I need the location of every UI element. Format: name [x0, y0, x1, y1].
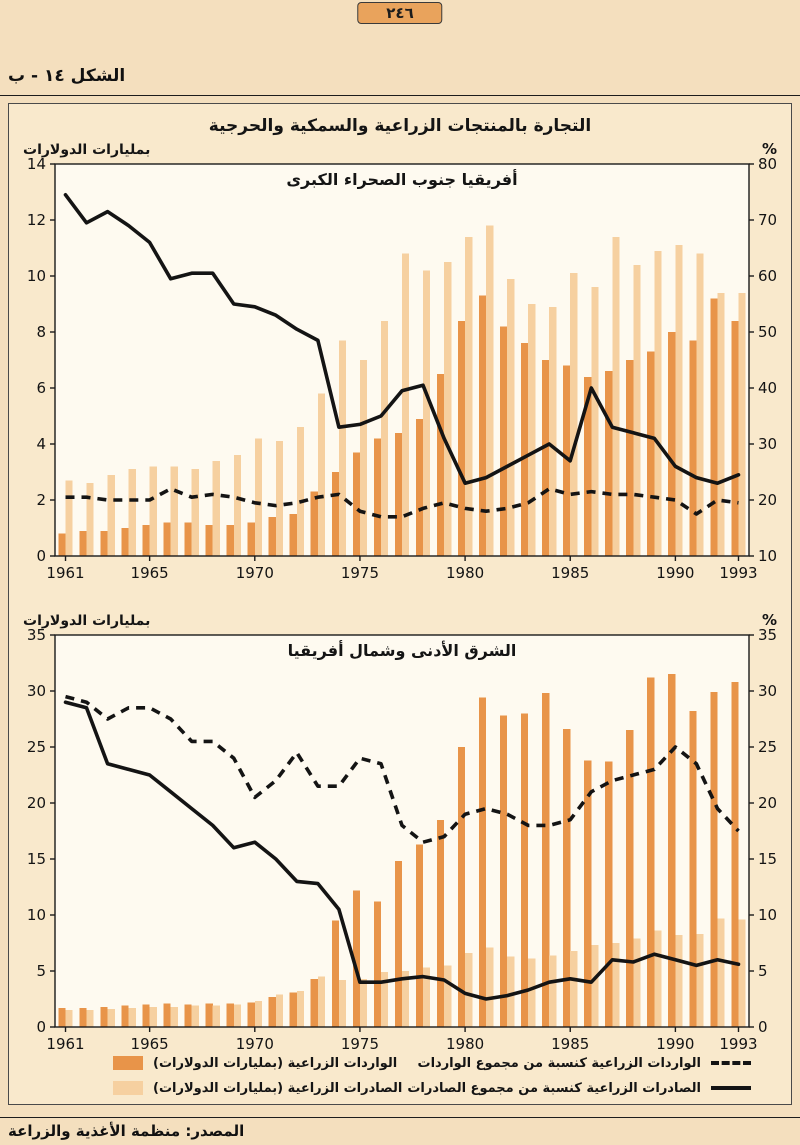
chart-sub-saharan-africa: 0 2 4 6 8 10 12 14 10 20 30 40 50 60 70 80 1961 1965 1970 1… — [23, 140, 777, 582]
legend-lines-column: الواردات الزراعية كنسبة من مجموع الواردا… — [400, 1054, 791, 1104]
top-rule — [0, 95, 800, 96]
x-axis-tick-label: 1965 — [131, 564, 169, 582]
x-axis-tick-label: 1985 — [551, 1035, 589, 1053]
right-axis-tick-label: 30 — [758, 435, 777, 453]
legend-item-imports-line: الواردات الزراعية كنسبة من مجموع الواردا… — [400, 1054, 751, 1072]
legend-imports-line-label: الواردات الزراعية كنسبة من مجموع الواردا… — [417, 1055, 702, 1071]
imports-bars — [58, 674, 739, 1027]
x-axis-tick-label: 1990 — [656, 1035, 694, 1053]
left-axis-tick-label: 6 — [36, 379, 46, 397]
left-axis-tick-label: 8 — [36, 323, 46, 341]
imports-percent-line — [65, 486, 739, 519]
exports-percent-line — [63, 700, 741, 1001]
right-axis-tick-label: 10 — [758, 906, 777, 924]
page-number-text: ٢٤٦ — [386, 4, 414, 22]
x-axis-tick-label: 1970 — [236, 564, 274, 582]
exports-bars — [65, 225, 746, 557]
x-axis-tick-label: 1993 — [719, 564, 757, 582]
x-axis-tick-label: 1975 — [341, 564, 379, 582]
plot-frame — [54, 163, 750, 557]
right-axis-tick-label: 70 — [758, 211, 777, 229]
chart-title: أفريقيا جنوب الصحراء الكبرى — [286, 169, 517, 189]
chart-title: الشرق الأدنى وشمال أفريقيا — [288, 640, 517, 660]
right-axis-tick-label: 25 — [758, 738, 777, 756]
legend-item-exports-line: الصادرات الزراعية كنسبة من مجموع الصادرا… — [400, 1079, 751, 1097]
right-axis-tick-label: 20 — [758, 491, 777, 509]
source-text: المصدر: منظمة الأغذية والزراعة — [8, 1122, 245, 1140]
legend-exports-line-label: الصادرات الزراعية كنسبة من مجموع الصادرا… — [407, 1080, 701, 1096]
x-axis-tick-label: 1993 — [719, 1035, 757, 1053]
plot-frame — [54, 634, 750, 1028]
left-axis-tick-label: 25 — [27, 738, 46, 756]
imports-bars — [58, 295, 739, 556]
left-axis-tick-label: 4 — [36, 435, 46, 453]
page-number-badge: ٢٤٦ — [357, 2, 443, 24]
right-axis-unit-label: % — [762, 611, 777, 629]
right-axis-tick-label: 35 — [758, 626, 777, 644]
legend-bars-column: الواردات الزراعية (بمليارات الدولارات) ا… — [9, 1054, 403, 1104]
left-axis-tick-label: 5 — [36, 962, 46, 980]
figure-panel: التجارة بالمنتجات الزراعية والسمكية والح… — [8, 103, 792, 1105]
chart-near-east-north-africa: 0 5 10 15 20 25 30 35 0 5 10 15 20 25 30 35 1961 1965 1970… — [23, 611, 777, 1053]
exports-bar-swatch — [113, 1081, 143, 1095]
left-axis-tick-label: 20 — [27, 794, 46, 812]
figure-label: الشكل ١٤ - ب — [8, 66, 126, 86]
left-axis-tick-label: 0 — [36, 1018, 46, 1036]
right-axis-tick-label: 15 — [758, 850, 777, 868]
x-axis-tick-label: 1980 — [446, 564, 484, 582]
imports-bar-swatch — [113, 1056, 143, 1070]
left-axis-unit-label: بمليارات الدولارات — [23, 142, 150, 158]
left-axis-unit-label: بمليارات الدولارات — [23, 613, 150, 629]
x-axis-tick-label: 1980 — [446, 1035, 484, 1053]
right-axis-tick-label: 50 — [758, 323, 777, 341]
left-axis-tick-label: 10 — [27, 267, 46, 285]
legend: الواردات الزراعية (بمليارات الدولارات) ا… — [9, 1054, 791, 1104]
x-axis-tick-label: 1961 — [46, 564, 84, 582]
left-axis-tick-label: 35 — [27, 626, 46, 644]
legend-item-exports-bar: الصادرات الزراعية (بمليارات الدولارات) — [113, 1079, 403, 1097]
x-axis-tick-label: 1975 — [341, 1035, 379, 1053]
left-axis-tick-label: 10 — [27, 906, 46, 924]
exports-percent-line — [63, 192, 741, 486]
right-axis-tick-label: 5 — [758, 962, 768, 980]
left-axis-tick-label: 2 — [36, 491, 46, 509]
solid-line-symbol — [711, 1086, 751, 1090]
left-axis-tick-label: 14 — [27, 155, 46, 173]
right-axis-unit-label: % — [762, 140, 777, 158]
source-rule — [0, 1117, 800, 1118]
right-axis-tick-label: 40 — [758, 379, 777, 397]
right-axis-tick-label: 60 — [758, 267, 777, 285]
x-axis-tick-label: 1961 — [46, 1035, 84, 1053]
x-axis-tick-label: 1985 — [551, 564, 589, 582]
right-axis-tick-label: 30 — [758, 682, 777, 700]
left-axis-tick-label: 0 — [36, 547, 46, 565]
right-axis-tick-label: 10 — [758, 547, 777, 565]
x-axis-tick-label: 1990 — [656, 564, 694, 582]
right-axis-tick-label: 0 — [758, 1018, 768, 1036]
right-axis-tick-label: 20 — [758, 794, 777, 812]
imports-percent-line — [65, 694, 740, 844]
left-axis-tick-label: 12 — [27, 211, 46, 229]
legend-item-imports-bar: الواردات الزراعية (بمليارات الدولارات) — [113, 1054, 400, 1072]
x-axis-tick-label: 1970 — [236, 1035, 274, 1053]
exports-bars — [65, 918, 746, 1027]
left-axis-tick-label: 30 — [27, 682, 46, 700]
right-axis-tick-label: 80 — [758, 155, 777, 173]
x-axis-tick-label: 1965 — [131, 1035, 169, 1053]
left-axis-tick-label: 15 — [27, 850, 46, 868]
panel-title: التجارة بالمنتجات الزراعية والسمكية والح… — [208, 116, 592, 136]
legend-imports-bar-label: الواردات الزراعية (بمليارات الدولارات) — [153, 1055, 398, 1071]
dashed-line-symbol — [711, 1061, 751, 1065]
legend-exports-bar-label: الصادرات الزراعية (بمليارات الدولارات) — [153, 1080, 403, 1096]
